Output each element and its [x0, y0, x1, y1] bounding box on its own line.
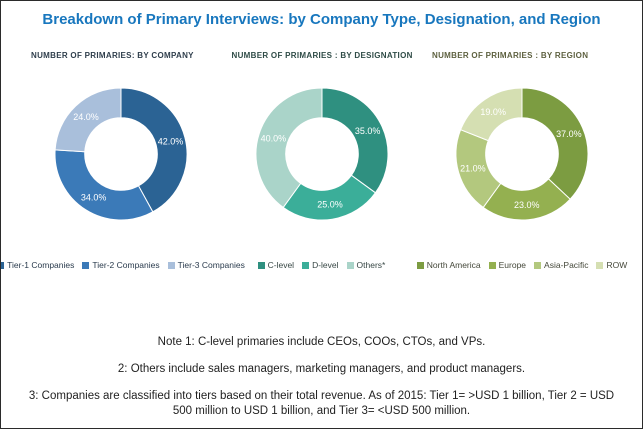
donut-slice [321, 87, 388, 194]
donut-slice [54, 87, 122, 153]
legend-label: North America [426, 260, 481, 270]
legend-swatch [302, 261, 310, 269]
donut-slice [521, 87, 589, 200]
figure-title: Breakdown of Primary Interviews: by Comp… [42, 11, 601, 28]
legend-label: Tier-3 Companies [177, 260, 245, 270]
legend-item: Asia-Pacific [534, 260, 588, 270]
donut-chart-company: 42.0% 34.0% 24.0% [36, 76, 206, 232]
legend-item: Tier-3 Companies [167, 260, 245, 270]
chart-by-designation: NUMBER OF PRIMARIES : BY DESIGNATION 35.… [224, 51, 420, 270]
legend-swatch [416, 261, 424, 269]
chart-by-region: NUMBER OF PRIMARIES : BY REGION 37.0% 23.… [416, 51, 627, 270]
legend-label: Asia-Pacific [544, 260, 589, 270]
legend-company: Tier-1 Companies Tier-2 Companies Tier-3 C… [1, 260, 245, 270]
chart-by-company: NUMBER OF PRIMARIES: BY COMPANY 42.0% 34.… [1, 51, 245, 270]
legend-swatch [82, 261, 90, 269]
slice-label: 40.0% [260, 133, 286, 143]
legend-item: Europe [488, 260, 527, 270]
legend-label: ROW [606, 260, 628, 270]
note-line-3: 3: Companies are classified into tiers b… [28, 390, 615, 417]
legend-label: Others* [356, 260, 386, 270]
legend-swatch [488, 261, 496, 269]
legend-label: Tier-1 Companies [7, 260, 75, 270]
donut-svg: 35.0% 25.0% 40.0% [255, 87, 388, 221]
donut-slice [54, 149, 154, 221]
slice-label: 23.0% [514, 200, 540, 210]
slice-label: 25.0% [317, 200, 343, 210]
slice-label: 24.0% [73, 112, 99, 122]
slice-label: 42.0% [158, 136, 184, 146]
donut-chart-designation: 35.0% 25.0% 40.0% [237, 76, 407, 232]
legend-item: C-level [257, 260, 295, 270]
chart-header-region: NUMBER OF PRIMARIES : BY REGION [432, 51, 589, 60]
legend-item: D-level [302, 260, 339, 270]
donut-svg: 42.0% 34.0% 24.0% [54, 87, 188, 221]
legend-region: North America Europe Asia-Pacific ROW [416, 260, 627, 270]
legend-swatch [257, 261, 265, 269]
chart-header-designation: NUMBER OF PRIMARIES : BY DESIGNATION [231, 51, 413, 60]
donut-slice [120, 87, 188, 213]
legend-label: D-level [312, 260, 339, 270]
legend-item: Tier-2 Companies [82, 260, 160, 270]
donut-chart-region: 37.0% 23.0% 21.0% 19.0% [437, 76, 607, 232]
note-line-1: Note 1: C-level primaries include CEOs, … [157, 336, 486, 348]
slice-label: 34.0% [81, 192, 107, 202]
donut-slice [255, 87, 322, 209]
legend-swatch [596, 261, 604, 269]
donut-svg: 37.0% 23.0% 21.0% 19.0% [455, 87, 589, 221]
notes: Note 1: C-level primaries include CEOs, … [1, 335, 642, 428]
legend-swatch [534, 261, 542, 269]
legend-item: Tier-1 Companies [1, 260, 75, 270]
slice-label: 21.0% [460, 163, 486, 173]
legend-item: ROW [596, 260, 627, 270]
legend-item: Others* [346, 260, 386, 270]
note-line-2: 2: Others include sales managers, market… [117, 363, 526, 375]
legend-label: Tier-2 Companies [92, 260, 160, 270]
legend-swatch [167, 261, 175, 269]
legend-designation: C-level D-level Others* [257, 260, 386, 270]
legend-swatch [1, 261, 5, 269]
slice-label: 37.0% [556, 129, 582, 139]
legend-swatch [346, 261, 354, 269]
chart-header-company: NUMBER OF PRIMARIES: BY COMPANY [31, 51, 194, 60]
donut-slice [459, 87, 523, 142]
slice-label: 35.0% [354, 126, 380, 136]
slice-label: 19.0% [480, 107, 506, 117]
charts-row: NUMBER OF PRIMARIES: BY COMPANY 42.0% 34.… [1, 51, 642, 270]
legend-item: North America [416, 260, 481, 270]
legend-label: C-level [267, 260, 295, 270]
legend-label: Europe [498, 260, 527, 270]
